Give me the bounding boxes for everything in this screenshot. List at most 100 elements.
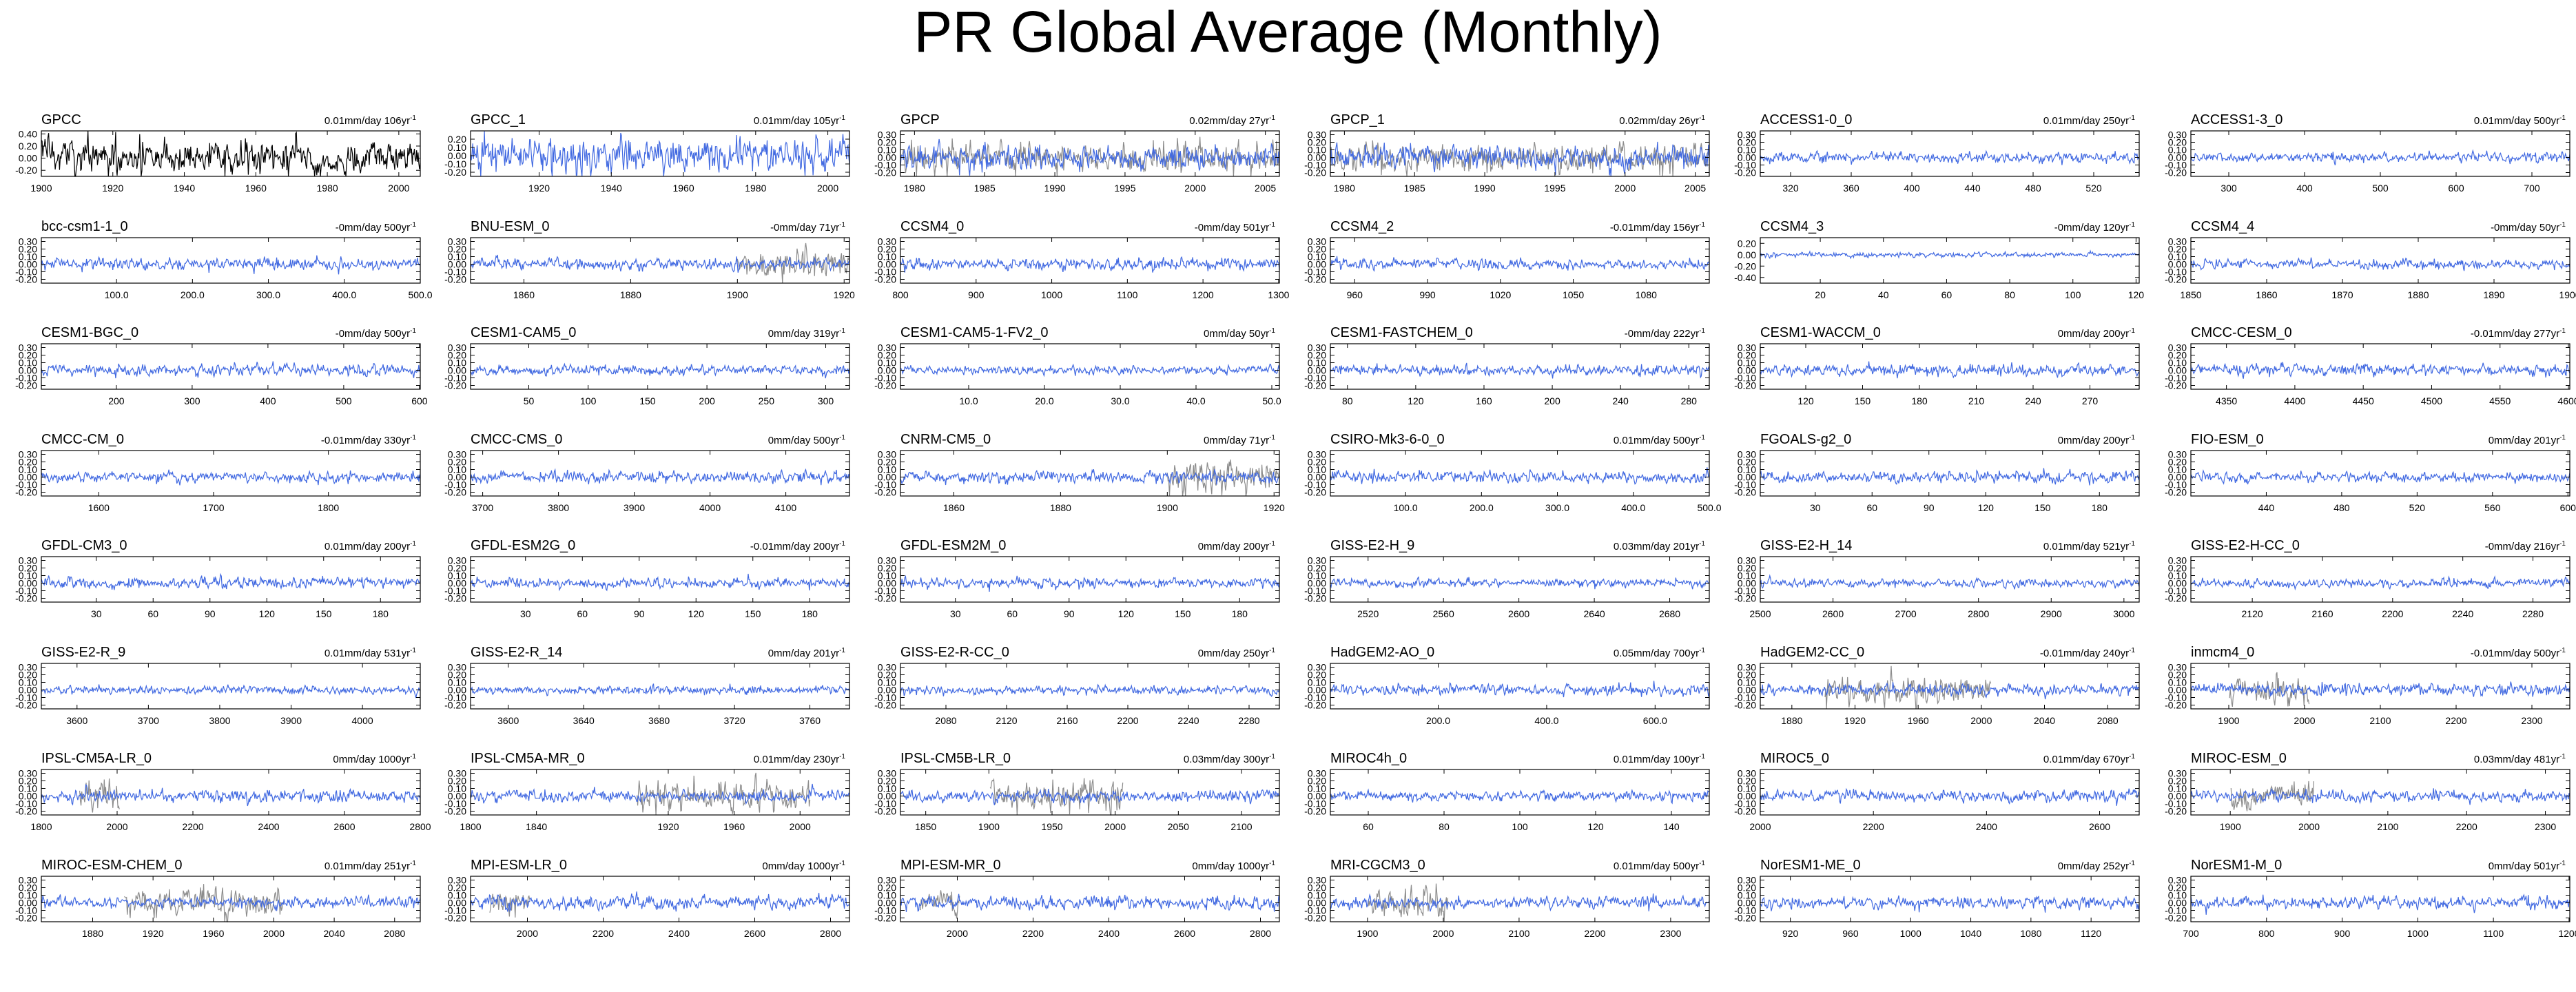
trend-label: 0.01mm/day 500yr-1 bbox=[1614, 434, 1706, 446]
x-tick-label: 2300 bbox=[2535, 821, 2556, 832]
trend-label: -0mm/day 501yr-1 bbox=[1195, 221, 1276, 234]
x-tick-label: 440 bbox=[1964, 183, 1981, 194]
x-tick-label: 1860 bbox=[943, 502, 965, 513]
y-tick-label: -0.20 bbox=[874, 380, 896, 391]
y-tick-label: 0.10 bbox=[448, 570, 466, 581]
trend-label: 0mm/day 201yr-1 bbox=[2489, 434, 2566, 446]
x-tick-label: 1940 bbox=[174, 183, 195, 194]
x-tick-label: 2800 bbox=[409, 821, 431, 832]
plot-frame bbox=[41, 556, 421, 603]
reference-series-line bbox=[1166, 459, 1280, 497]
x-tick-label: 4100 bbox=[775, 502, 796, 513]
chart-panel: HadGEM2-AO_0 0.05mm/day 700yr-10.300.200.… bbox=[1304, 645, 1710, 726]
plot-frame bbox=[1330, 343, 1710, 390]
plot-frame bbox=[1330, 876, 1710, 922]
x-tick-label: 1920 bbox=[102, 183, 123, 194]
reference-series-line bbox=[900, 136, 1280, 177]
y-tick-label: 0.00 bbox=[878, 578, 896, 589]
y-tick-label: 0.10 bbox=[2168, 677, 2187, 688]
model-series-line bbox=[2190, 149, 2570, 165]
chart-panel: GPCC 0.01mm/day 106yr-1 0.40 0.200.00-0.20 1… bbox=[15, 112, 421, 194]
x-tick-label: 2000 bbox=[790, 821, 811, 832]
x-tick-label: 120 bbox=[688, 608, 705, 619]
trend-label: -0.01mm/day 330yr-1 bbox=[321, 434, 417, 446]
y-tick-label: 0.30 bbox=[1308, 342, 1326, 353]
plot-frame bbox=[41, 130, 421, 177]
chart-panel: MPI-ESM-LR_0 0mm/day 1000yr-1 0.300.200.10… bbox=[444, 858, 850, 939]
x-tick-label: 1940 bbox=[601, 183, 622, 194]
x-tick-label: 1900 bbox=[2220, 821, 2241, 832]
trend-label: 0mm/day 71yr-1 bbox=[1204, 434, 1275, 446]
y-tick-label: 0.20 bbox=[2168, 776, 2187, 787]
panel-title: CESM1-FASTCHEM_0 bbox=[1330, 325, 1473, 340]
x-tick-label: 500 bbox=[2372, 183, 2389, 194]
x-tick-label: 90 bbox=[1064, 608, 1075, 619]
y-tick-label: -0.20 bbox=[2165, 806, 2187, 817]
x-tick-label: 1120 bbox=[2081, 928, 2101, 939]
y-tick-label: -0.10 bbox=[1304, 798, 1326, 809]
y-tick-label: 0.10 bbox=[878, 570, 896, 581]
y-tick-label: -0.20 bbox=[1734, 487, 1756, 498]
plot-frame bbox=[470, 556, 850, 603]
y-tick-label: -0.20 bbox=[1304, 913, 1326, 924]
chart-panel: CESM1-CAM5-1-FV2_0 0mm/day 50yr-1 0.300.20… bbox=[874, 325, 1281, 406]
panel-title: CCSM4_2 bbox=[1330, 219, 1394, 234]
y-tick-label: 0.10 bbox=[878, 358, 896, 369]
x-tick-label: 3640 bbox=[573, 715, 595, 726]
x-tick-label: 2200 bbox=[1117, 715, 1138, 726]
trend-label: 0mm/day 250yr-1 bbox=[1198, 647, 1276, 659]
x-tick-label: 50 bbox=[524, 395, 535, 406]
trend-label: 0mm/day 1000yr-1 bbox=[333, 753, 416, 765]
chart-panel: MIROC-ESM_0 0.03mm/day 481yr-1 0.300.200.1… bbox=[2165, 751, 2570, 832]
x-tick-label: 960 bbox=[1842, 928, 1859, 939]
y-tick-label: 0.10 bbox=[1738, 783, 1756, 794]
x-tick-label: 1880 bbox=[1781, 715, 1802, 726]
y-tick-label: 0.10 bbox=[19, 358, 37, 369]
x-tick-label: 1920 bbox=[528, 183, 550, 194]
y-tick-label: 0.30 bbox=[448, 555, 466, 566]
x-tick-label: 300.0 bbox=[256, 289, 280, 300]
x-tick-label: 3900 bbox=[624, 502, 645, 513]
y-tick-label: 0.10 bbox=[19, 890, 37, 901]
y-tick-label: 0.10 bbox=[1308, 677, 1326, 688]
y-tick-label: -0.20 bbox=[874, 593, 896, 604]
x-tick-label: 2700 bbox=[1895, 608, 1917, 619]
trend-label: 0.01mm/day 521yr-1 bbox=[2043, 540, 2136, 552]
y-tick-label: -0.10 bbox=[874, 798, 896, 809]
x-tick-label: 180 bbox=[2092, 502, 2108, 513]
x-tick-label: 240 bbox=[1612, 395, 1629, 406]
trend-label: 0.01mm/day 250yr-1 bbox=[2043, 114, 2136, 127]
y-tick-label: 0.10 bbox=[1738, 145, 1756, 156]
plot-frame bbox=[470, 343, 850, 390]
trend-label: 0mm/day 252yr-1 bbox=[2058, 860, 2136, 872]
trend-label: 0mm/day 200yr-1 bbox=[2058, 434, 2136, 446]
y-tick-label: 0.00 bbox=[1738, 472, 1756, 483]
y-tick-label: 0.10 bbox=[19, 464, 37, 475]
y-tick-label: 0.20 bbox=[19, 776, 37, 787]
chart-panel: bcc-csm1-1_0 -0mm/day 500yr-1 0.300.200.10… bbox=[15, 219, 433, 300]
plot-frame bbox=[41, 237, 421, 284]
chart-panel: IPSL-CM5A-LR_0 0mm/day 1000yr-10.300.200.… bbox=[15, 751, 431, 832]
y-tick-label: 0.00 bbox=[2168, 152, 2187, 163]
x-tick-label: 90 bbox=[1924, 502, 1935, 513]
y-tick-label: 0.30 bbox=[1738, 342, 1756, 353]
x-tick-label: 320 bbox=[1782, 183, 1799, 194]
model-series-line bbox=[2190, 469, 2570, 485]
x-tick-label: 1880 bbox=[82, 928, 103, 939]
model-series-line bbox=[1330, 256, 1710, 272]
model-series-line bbox=[900, 468, 1280, 486]
y-tick-label: -0.10 bbox=[1304, 586, 1326, 597]
y-tick-label: -0.10 bbox=[2165, 798, 2187, 809]
x-tick-label: 2560 bbox=[1433, 608, 1454, 619]
panel-title: CCSM4_3 bbox=[1760, 219, 1824, 234]
x-tick-label: 560 bbox=[2484, 502, 2501, 513]
y-tick-label: 0.00 bbox=[448, 685, 466, 696]
x-tick-label: 2050 bbox=[1168, 821, 1189, 832]
x-tick-label: 2080 bbox=[2097, 715, 2119, 726]
panel-title: IPSL-CM5A-MR_0 bbox=[471, 751, 585, 766]
y-tick-label: -0.20 bbox=[874, 700, 896, 711]
panel-title: CMCC-CMS_0 bbox=[471, 432, 562, 447]
panel-title: GPCP_1 bbox=[1330, 112, 1385, 127]
x-tick-label: 1900 bbox=[727, 289, 748, 300]
